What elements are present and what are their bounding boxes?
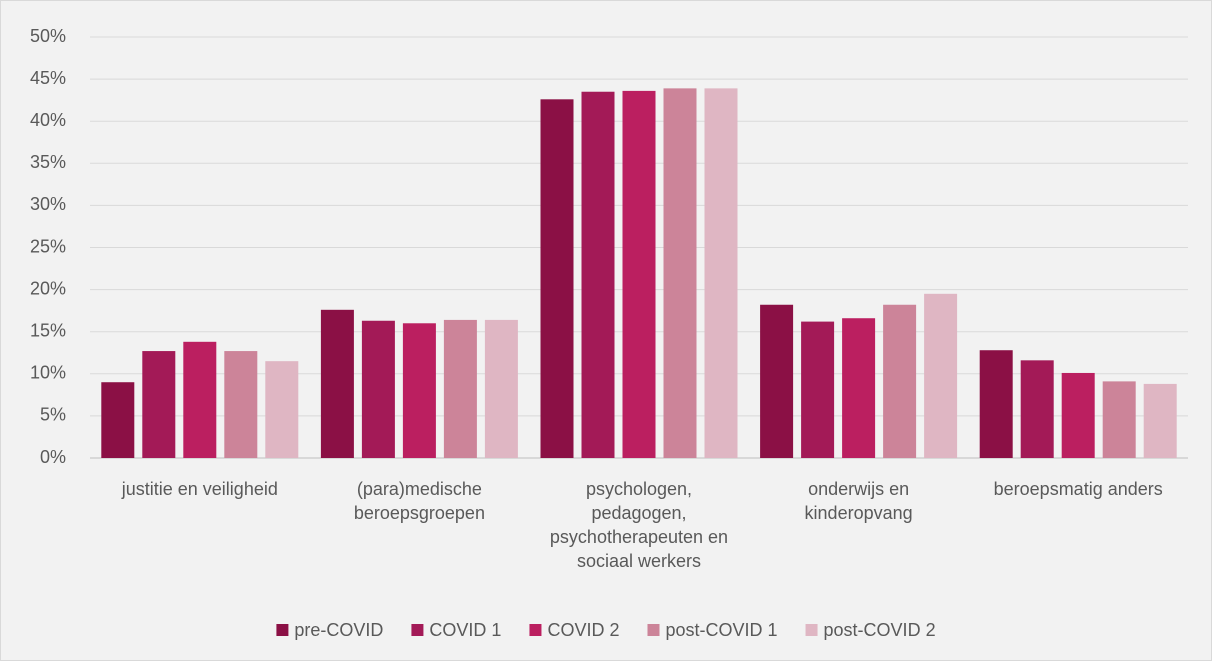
y-tick-label: 45% [30,68,66,88]
y-tick-label: 10% [30,363,66,383]
y-tick-label: 40% [30,110,66,130]
bar [361,320,395,458]
bar [101,382,135,458]
bar [320,309,354,458]
y-tick-label: 5% [40,405,66,425]
x-tick-label: beroepsmatig anders [994,479,1163,499]
legend-swatch [805,624,818,636]
legend-swatch [276,624,289,636]
bar [1102,381,1136,458]
bar [224,351,258,458]
legend-label: post-COVID 1 [665,620,777,640]
bar [540,99,574,459]
legend-swatch [529,624,542,636]
y-tick-label: 20% [30,278,66,298]
legend-swatch [647,624,660,636]
legend-label: COVID 1 [429,620,501,640]
bar [484,319,518,458]
bar [663,88,697,458]
bar [622,90,656,458]
bar [265,361,299,458]
bar [801,321,835,458]
y-tick-label: 25% [30,236,66,256]
bar [402,323,436,458]
bar [760,304,794,458]
bar [883,304,917,458]
bar [1061,372,1095,458]
legend-label: post-COVID 2 [824,620,936,640]
legend-label: COVID 2 [547,620,619,640]
y-tick-label: 15% [30,320,66,340]
bar [1143,383,1177,458]
legend-label: pre-COVID [294,620,383,640]
bar [581,91,615,458]
x-tick-label: psychologen, pedagogen, psychotherapeuten … [550,479,728,571]
y-tick-label: 0% [40,447,66,467]
y-tick-label: 50% [30,26,66,46]
bar [443,319,477,458]
bar [1020,360,1054,458]
bar [924,293,958,458]
y-tick-label: 35% [30,152,66,172]
x-tick-label: (para)medische beroepsgroepen [354,479,485,523]
legend-swatch [411,624,424,636]
bar [704,88,738,458]
legend: pre-COVID COVID 1 COVID 2 post-COVID 1 post-… [276,620,936,640]
x-tick-label: justitie en veiligheid [121,479,278,499]
x-tick-label: onderwijs en kinderopvang [805,479,913,523]
bar [183,341,217,458]
bar [142,351,176,458]
bar [842,318,876,458]
y-tick-label: 30% [30,194,66,214]
bar [979,350,1013,458]
